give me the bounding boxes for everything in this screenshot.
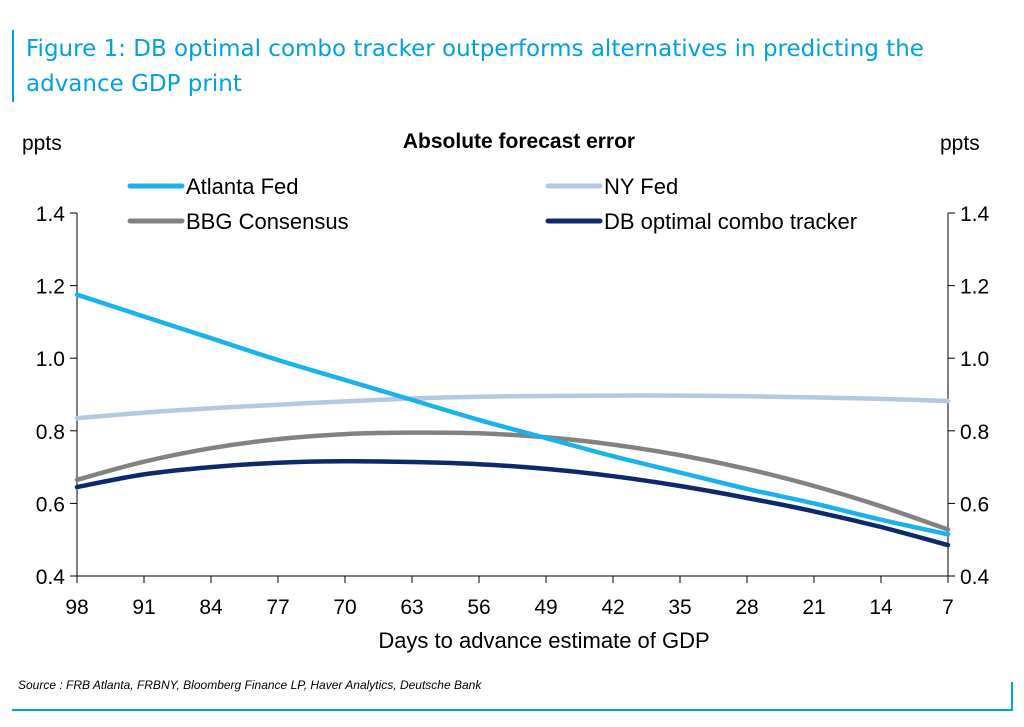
- y-tick-label-left: 0.6: [36, 493, 65, 516]
- y-tick-label-left: 1.2: [36, 276, 65, 299]
- axes: 0.4 0.4 0.6 0.6 0.8 0.8 1.0 1.0 1.2 1.2 1.4 1.4 98 91…: [36, 203, 990, 619]
- y-tick-label-right: 0.6: [960, 493, 989, 516]
- x-axis-label: Days to advance estimate of GDP: [378, 628, 709, 653]
- x-tick-label: 91: [132, 596, 155, 619]
- legend-label-db-optimal-combo-tracker: DB optimal combo tracker: [604, 209, 857, 234]
- y-tick-label-left: 1.0: [36, 348, 65, 371]
- series-lines: [74, 292, 951, 548]
- series-line-db-optimal-combo-tracker: [74, 459, 951, 548]
- x-tick-label: 56: [467, 596, 490, 619]
- y-tick-label-left: 0.8: [36, 421, 65, 444]
- y-tick-label-right: 0.8: [960, 421, 989, 444]
- x-tick-label: 14: [869, 596, 893, 619]
- legend-label-atlanta-fed: Atlanta Fed: [186, 174, 299, 199]
- y-tick-label-left: 1.4: [36, 203, 66, 226]
- x-tick-label: 28: [735, 596, 758, 619]
- y-tick-label-left: 0.4: [36, 566, 66, 589]
- chart-title: Absolute forecast error: [403, 130, 635, 153]
- y-tick-label-right: 1.4: [960, 203, 990, 226]
- x-tick-label: 70: [333, 596, 356, 619]
- x-tick-label: 77: [266, 596, 289, 619]
- legend: Atlanta Fed NY Fed BBG Consensus DB optimal…: [127, 174, 857, 234]
- x-tick-label: 63: [400, 596, 423, 619]
- bottom-rule: [12, 709, 1013, 711]
- y-axis-label-left: ppts: [22, 132, 62, 155]
- x-tick-label: 98: [65, 596, 88, 619]
- y-tick-label-right: 1.2: [960, 276, 989, 299]
- legend-label-bbg-consensus: BBG Consensus: [186, 209, 349, 234]
- figure-title: Figure 1: DB optimal combo tracker outpe…: [26, 36, 924, 97]
- source-note: Source : FRB Atlanta, FRBNY, Bloomberg F…: [18, 678, 482, 692]
- x-tick-label: 84: [199, 596, 223, 619]
- y-tick-label-right: 1.0: [960, 348, 989, 371]
- series-line-bbg-consensus: [74, 430, 951, 532]
- x-tick-label: 35: [668, 596, 691, 619]
- x-tick-label: 42: [601, 596, 624, 619]
- series-line-ny-fed: [74, 393, 951, 421]
- x-tick-label: 7: [942, 596, 954, 619]
- y-axis-label-right: ppts: [940, 132, 980, 155]
- figure-title-frame: Figure 1: DB optimal combo tracker outpe…: [12, 30, 1014, 102]
- x-tick-label: 21: [802, 596, 825, 619]
- x-tick-label: 49: [534, 596, 557, 619]
- bottom-rule-tick: [1011, 682, 1013, 711]
- series-line-atlanta-fed: [74, 292, 951, 537]
- legend-label-ny-fed: NY Fed: [604, 174, 678, 199]
- y-tick-label-right: 0.4: [960, 566, 990, 589]
